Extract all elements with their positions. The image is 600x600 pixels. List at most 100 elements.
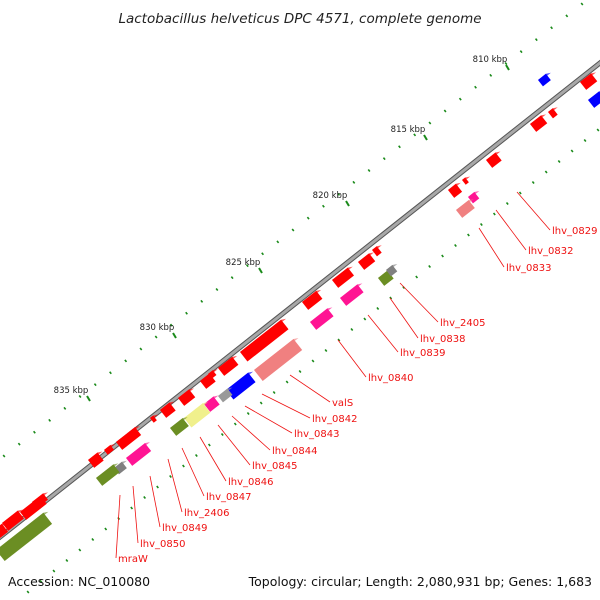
gene-labels: lhv_0829 lhv_0832 lhv_0833 lhv_2405 lhv_… [118,226,597,565]
outer-tick [306,216,310,220]
outer-tick-ring [2,2,584,458]
inner-tick [415,275,419,279]
forward-gene-block [116,426,142,450]
leader-line [261,393,311,419]
outer-tick [321,204,325,208]
kbp-label-830: 830 kbp [140,323,175,333]
olive-gene-block [170,417,189,436]
outer-tick [2,454,6,458]
outer-tick [230,276,234,280]
inner-tick [272,391,276,394]
outer-tick [200,299,204,303]
leader-line [149,475,161,528]
leader-line [132,485,139,544]
outer-tick [580,2,584,6]
inner-tick-ring [26,128,600,594]
outer-tick [504,61,508,65]
outer-tick [458,97,462,101]
forward-gene-block [218,355,239,376]
inner-tick [143,496,147,499]
inner-tick [596,128,600,132]
outer-tick [32,430,36,434]
forward-gene-block [150,414,159,423]
kbp-label-835: 835 kbp [54,386,89,396]
blue-gene-block [226,371,256,400]
outer-tick [154,335,158,339]
gene-label-lhv-0840: lhv_0840 [368,373,413,384]
leader-line [289,374,331,403]
forward-gene-block [486,151,502,168]
outer-tick [291,228,295,232]
outer-tick [63,406,67,410]
inner-tick [156,485,159,489]
gene-label-lhv-0833: lhv_0833 [506,263,551,274]
inner-tick [583,139,587,142]
forward-gene-block [104,444,116,455]
outer-tick [382,157,386,161]
leader-line [495,209,527,251]
backbone-core [0,60,600,540]
inner-tick [402,286,406,289]
inner-tick [104,527,108,531]
kbp-major-tick [172,332,177,339]
forward-gene-block [208,369,218,379]
inner-tick [492,212,496,216]
kbp-label-815: 815 kbp [391,125,426,135]
kbp-major-tick [505,64,510,71]
inner-tick [169,475,172,478]
leader-line [389,297,419,339]
salmon-gene-block [456,199,475,218]
inner-tick [479,223,483,226]
kbp-label-820: 820 kbp [313,191,348,201]
forward-gene-block [530,114,548,132]
outer-tick [398,145,401,149]
inner-tick [285,380,289,384]
gene-label-vals: valS [332,398,353,409]
leader-line [516,191,551,231]
inner-tick [376,307,380,310]
forward-gene-block [332,266,354,288]
grey-gene-block [218,387,233,403]
gene-features [0,72,600,562]
gene-label-lhv-0846: lhv_0846 [228,477,273,488]
gene-label-lhv-0844: lhv_0844 [272,446,317,457]
inner-tick [363,317,367,321]
forward-gene-block [302,289,323,310]
kbp-major-tick [345,200,350,207]
pink-gene-block [340,283,364,306]
gene-label-lhv-0845: lhv_0845 [252,461,297,472]
figure-title: Lactobacillus helveticus DPC 4571, compl… [118,11,481,27]
outer-tick [565,14,569,18]
forward-gene-block [240,318,289,362]
outer-tick [93,383,97,387]
leader-line [217,424,251,466]
leader-line [367,314,399,353]
leader-line [244,405,293,434]
gene-label-lhv-0847: lhv_0847 [206,492,251,503]
outer-tick [474,85,477,89]
outer-tick [337,192,341,196]
outer-tick [550,26,554,30]
inner-tick [39,580,43,583]
inner-tick [233,422,237,426]
forward-gene-block [32,492,49,509]
inner-tick [389,296,393,300]
inner-tick [259,401,263,405]
inner-tick [78,548,82,552]
accession-text: Accession: NC_010080 [8,574,150,589]
leader-line [399,282,439,323]
outer-tick [215,287,219,291]
kbp-scale: 810 kbp 815 kbp 820 kbp 825 kbp 830 kbp … [54,55,508,396]
inner-tick [182,464,185,468]
gene-label-lhv-0850: lhv_0850 [140,539,185,550]
outer-tick [534,38,538,42]
inner-tick [194,454,198,457]
outer-tick [124,359,128,363]
inner-tick [454,244,457,247]
outer-tick [169,323,173,327]
inner-tick [65,559,69,562]
inner-tick [337,338,341,342]
outer-tick [48,418,52,422]
inner-tick [570,149,574,153]
